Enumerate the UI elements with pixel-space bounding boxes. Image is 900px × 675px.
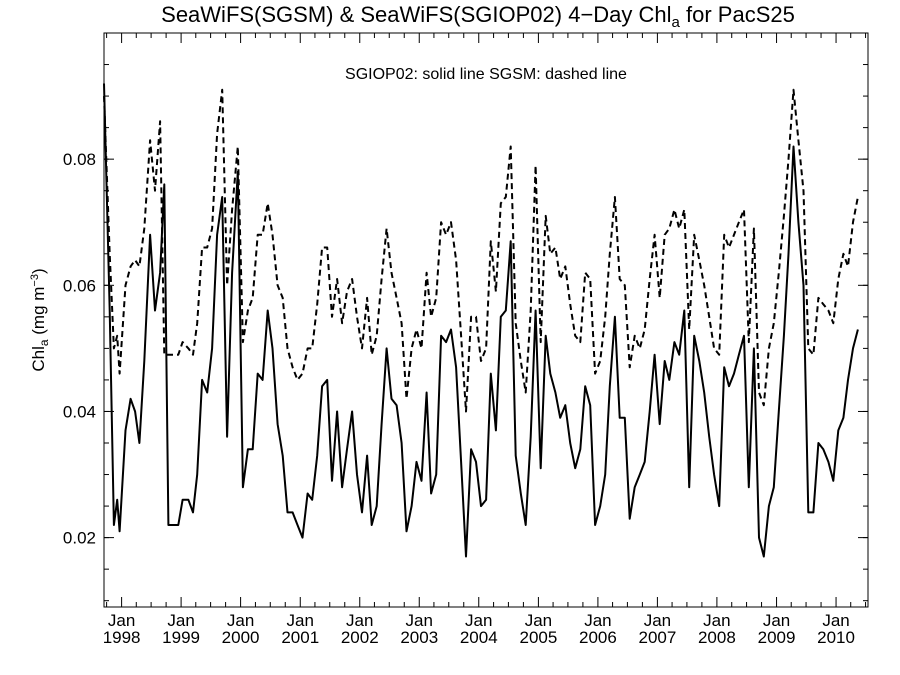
x-tick-label-year: 1999 (162, 628, 200, 647)
x-tick-label-month: Jan (167, 611, 194, 630)
y-tick-label: 0.08 (63, 150, 96, 169)
x-tick-label-year: 1998 (103, 628, 141, 647)
x-tick-label-month: Jan (525, 611, 552, 630)
x-tick-label-month: Jan (346, 611, 373, 630)
x-tick-label-month: Jan (108, 611, 135, 630)
x-tick-label-year: 2005 (519, 628, 557, 647)
x-tick-label-month: Jan (763, 611, 790, 630)
y-axis-label-close: ) (29, 268, 48, 274)
y-axis-label-sup: −3 (29, 274, 41, 287)
x-tick-label-year: 2006 (579, 628, 617, 647)
chart-title: SeaWiFS(SGSM) & SeaWiFS(SGIOP02) 4−Day C… (161, 2, 795, 31)
y-axis-label-main: Chl (29, 346, 48, 372)
y-axis-label-sub: a (37, 339, 51, 346)
svg-text:Chla (mg m−3): Chla (mg m−3) (29, 268, 51, 371)
x-tick-label-year: 2007 (638, 628, 676, 647)
x-tick-label-month: Jan (703, 611, 730, 630)
y-tick-label: 0.06 (63, 276, 96, 295)
series-line-sgiop02 (103, 83, 859, 558)
x-tick-label-year: 2010 (817, 628, 855, 647)
y-tick-label: 0.04 (63, 402, 96, 421)
x-tick-label-month: Jan (465, 611, 492, 630)
x-tick-label-year: 2008 (698, 628, 736, 647)
x-tick-label-month: Jan (287, 611, 314, 630)
y-tick-label: 0.02 (63, 529, 96, 548)
y-axis-label: Chla (mg m−3) (29, 268, 51, 371)
series-layer (103, 83, 859, 558)
x-tick-label-year: 2004 (460, 628, 498, 647)
x-tick-label-year: 2009 (758, 628, 796, 647)
legend-annotation: SGIOP02: solid line SGSM: dashed line (345, 66, 627, 83)
x-tick-label-year: 2002 (341, 628, 379, 647)
axes: 0.020.040.060.08Jan1998Jan1999Jan2000Jan… (63, 32, 868, 647)
x-tick-label-year: 2003 (400, 628, 438, 647)
plot-frame (103, 32, 869, 608)
x-tick-label-month: Jan (584, 611, 611, 630)
x-tick-label-month: Jan (822, 611, 849, 630)
x-tick-label-year: 2001 (281, 628, 319, 647)
series-line-sgsm (103, 88, 859, 413)
x-tick-label-month: Jan (644, 611, 671, 630)
x-tick-label-month: Jan (406, 611, 433, 630)
y-axis-label-unit: (mg m (29, 287, 48, 340)
x-tick-label-year: 2000 (222, 628, 260, 647)
x-tick-label-month: Jan (227, 611, 254, 630)
